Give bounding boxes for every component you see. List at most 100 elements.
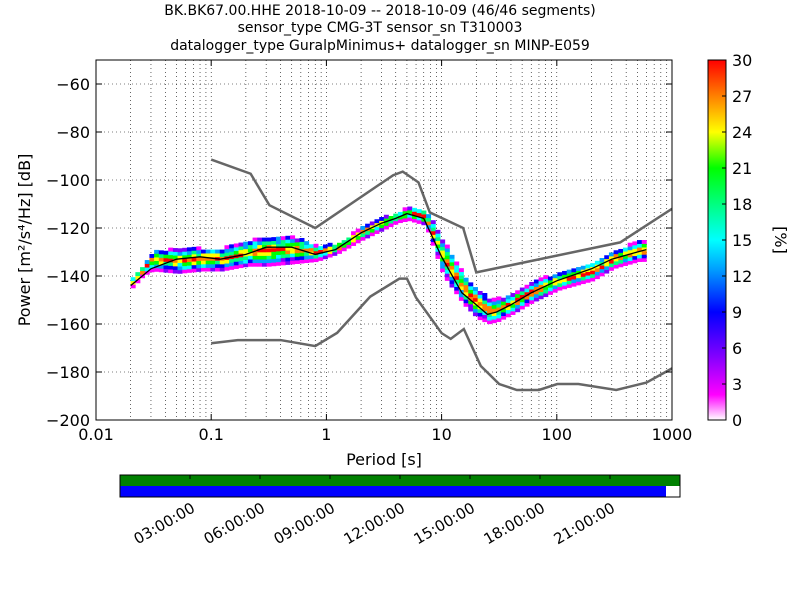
psd-cell (201, 249, 206, 254)
psd-cell (243, 248, 249, 253)
psd-cell (590, 273, 596, 278)
psd-cell (294, 245, 300, 250)
psd-cell (308, 247, 314, 252)
psd-cell (304, 255, 310, 260)
psd-cell (472, 294, 478, 299)
psd-cell (590, 270, 596, 275)
psd-cell (505, 302, 511, 307)
psd-cell (397, 215, 403, 220)
psd-cell (529, 281, 535, 286)
psd-cell (618, 248, 624, 253)
psd-cell (271, 237, 277, 242)
psd-cell (172, 262, 178, 267)
psd-cell (304, 251, 310, 256)
psd-cell (533, 279, 539, 284)
psd-cell (552, 274, 558, 279)
psd-cell (566, 269, 572, 274)
chart-title-line-1: BK.BK67.00.HHE 2018-10-09 -- 2018-10-09 … (164, 3, 596, 19)
psd-cell (463, 288, 469, 293)
psd-cell (154, 249, 160, 254)
psd-cell (369, 232, 375, 237)
colorbar-tick-label: 18 (732, 195, 752, 214)
psd-cell (552, 288, 558, 293)
psd-cell (219, 253, 225, 258)
psd-cell (247, 262, 253, 267)
psd-cell (322, 251, 328, 256)
psd-cell (304, 259, 310, 264)
psd-cell (397, 211, 403, 216)
psd-cell (524, 295, 530, 300)
psd-cell (519, 294, 525, 299)
psd-cell (308, 255, 314, 259)
psd-cell (590, 277, 596, 282)
psd-cell (515, 297, 521, 302)
psd-cell (440, 268, 446, 273)
psd-cell (637, 240, 643, 244)
timeline-tick-label: 15:00:00 (411, 499, 478, 548)
psd-cell (444, 255, 450, 260)
psd-cell (276, 261, 282, 266)
psd-cell (444, 262, 450, 267)
psd-cell (576, 277, 582, 282)
x-axis-label: Period [s] (346, 450, 422, 469)
psd-cell (219, 260, 225, 265)
psd-cell (257, 252, 263, 256)
psd-cell (243, 241, 249, 246)
timeline-tick-label: 12:00:00 (341, 499, 408, 548)
psd-cell (510, 307, 516, 312)
psd-cell (608, 266, 614, 271)
psd-cell (393, 220, 399, 225)
psd-cell (360, 236, 366, 241)
psd-cell (501, 308, 507, 313)
psd-cell (266, 251, 272, 256)
psd-cell (449, 280, 455, 284)
psd-cell (449, 269, 455, 274)
psd-cell (355, 239, 361, 244)
psd-cell (168, 247, 174, 252)
psd-cell (519, 298, 525, 303)
psd-cell (205, 264, 211, 268)
psd-cell (519, 305, 525, 310)
psd-cell (313, 254, 319, 259)
psd-cell (186, 254, 192, 259)
psd-cell (229, 262, 235, 267)
psd-cell (421, 210, 427, 215)
psd-cell (332, 244, 338, 249)
psd-cell (501, 315, 507, 320)
psd-cell (599, 265, 605, 270)
psd-cell (505, 306, 511, 311)
psd-cell (599, 258, 605, 262)
psd-cell (290, 249, 296, 254)
psd-cell (257, 259, 263, 264)
psd-cell (571, 275, 577, 280)
psd-cell (454, 279, 460, 284)
psd-cell (594, 275, 600, 280)
psd-cell (229, 265, 235, 270)
psd-cell (482, 300, 488, 305)
psd-cell (435, 240, 441, 245)
psd-cell (510, 311, 516, 315)
y-tick-label: −180 (46, 363, 90, 382)
psd-cell (243, 256, 249, 261)
psd-cell (205, 267, 211, 272)
psd-cell (140, 270, 146, 275)
psd-cell (233, 257, 239, 262)
psd-cell (440, 264, 446, 269)
psd-cell (547, 290, 553, 295)
psd-cell (435, 255, 441, 259)
psd-cell (257, 244, 263, 249)
psd-cell (191, 268, 197, 273)
psd-cell (449, 262, 455, 266)
psd-cell (463, 284, 469, 289)
psd-cell (379, 227, 385, 232)
psd-cell (261, 244, 267, 249)
psd-cell (336, 249, 342, 254)
colorbar-label: [%] (771, 226, 790, 254)
psd-cell (140, 267, 146, 272)
psd-cell (421, 221, 427, 226)
psd-cell (641, 254, 647, 259)
psd-cell (557, 283, 563, 287)
psd-cell (238, 249, 244, 254)
psd-cell (412, 211, 417, 216)
psd-cell (276, 254, 282, 259)
